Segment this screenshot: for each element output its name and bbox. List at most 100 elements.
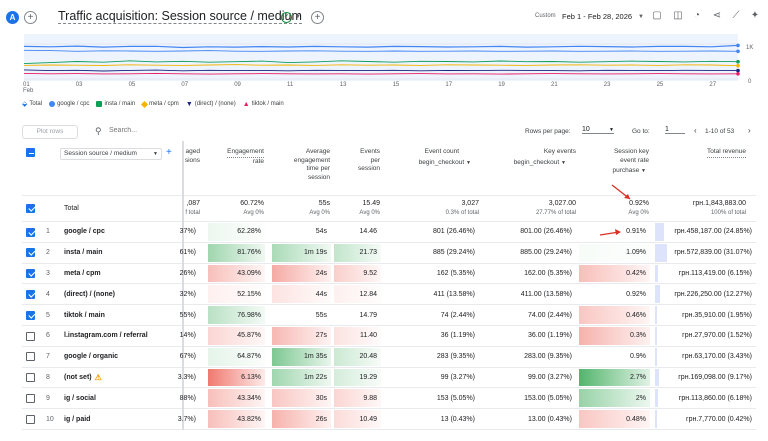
line-chart: 1K 0 01 03 05 07 09 11 13 15 17 19 21 23 25 27 Feb ⬙ T… (0, 34, 768, 124)
header-event-count[interactable]: Event count (424, 148, 459, 155)
table-total-row: Total ,087 f total 60.72% Avg 0% 55s Avg 0%… (22, 196, 756, 222)
row-number: 6 (46, 332, 50, 340)
row-number: 7 (46, 353, 50, 361)
row-dimension[interactable]: ig / social (64, 394, 96, 402)
next-page-button[interactable]: › (748, 126, 751, 135)
share-icon[interactable]: ⋖ (712, 10, 722, 21)
row-dimension[interactable]: ig / paid (64, 415, 91, 423)
legend-item-google-cpc[interactable]: google / cpc (49, 100, 89, 108)
table-row[interactable]: 6 l.instagram.com / referral 14%) 45.87% 27s… (22, 326, 756, 347)
search-input[interactable] (109, 127, 229, 134)
row-checkbox[interactable] (26, 373, 35, 383)
row-number: 2 (46, 249, 50, 257)
select-all-checkbox[interactable] (26, 148, 35, 157)
cell-key-rate: 0.91% (626, 228, 646, 236)
go-to-input[interactable]: 1 (665, 126, 685, 134)
row-dimension[interactable]: insta / main (64, 249, 103, 257)
row-checkbox[interactable] (26, 414, 35, 424)
cell-eng-rate: 81.76% (208, 243, 265, 263)
cell-revenue: грн.7,770.00 (0.42%) (655, 409, 756, 429)
row-dimension[interactable]: (not set) ⚠ (64, 372, 102, 382)
legend-item-meta-cpm[interactable]: meta / cpm (141, 100, 179, 108)
row-dimension[interactable]: meta / cpm (64, 269, 101, 277)
cell-key-events: 153.00 (5.05%) (524, 394, 572, 402)
dimension-select[interactable]: Session source / medium ▼ (60, 148, 162, 160)
table-row[interactable]: 4 (direct) / (none) 32%) 52.15% 44s 12.84 411 … (22, 284, 756, 306)
row-checkbox[interactable] (26, 352, 35, 362)
table-header-row: Session source / medium ▼ + aged sions Eng… (22, 141, 756, 196)
header-avg-engagement-time[interactable]: Average engagement time per session (293, 148, 330, 181)
total-checkbox[interactable] (26, 204, 35, 213)
cell-engaged: 14%) (179, 332, 196, 340)
cell-key-events: 162.00 (5.35%) (524, 269, 572, 277)
legend-item-total[interactable]: ⬙ Total (22, 101, 43, 108)
cell-eng-rate: 45.87% (208, 326, 265, 346)
table-row[interactable]: 8 (not set) ⚠ 3.3%) 6.13% 1m 22s 19.29 99 (3.27… (22, 368, 756, 389)
add-comparison-button[interactable]: + (24, 11, 37, 24)
rows-per-page-select[interactable]: 10 ▼ (582, 126, 614, 134)
page-title[interactable]: Traffic acquisition: Session source / me… (58, 9, 302, 24)
avatar[interactable]: A (6, 11, 19, 24)
edit-report-icon[interactable]: ▢ (652, 10, 662, 21)
legend-item-tiktok-main[interactable]: ▲ tiktok / main (242, 100, 284, 108)
key-events-filter[interactable]: begin_checkout ▼ (513, 159, 566, 166)
row-checkbox[interactable] (26, 310, 35, 320)
series-line-0 (23, 44, 739, 49)
row-checkbox[interactable] (26, 289, 35, 299)
table-row[interactable]: 3 meta / cpm 26%) 43.09% 24s 9.52 162 (5.35%) 1… (22, 264, 756, 285)
legend-item-insta-main[interactable]: insta / main (96, 100, 135, 108)
table-row[interactable]: 1 google / cpc 37%) 62.28% 54s 14.46 801 (26.4… (22, 222, 756, 243)
warning-icon[interactable]: ⚠ (94, 372, 102, 382)
header-engaged-sessions[interactable]: aged sions (184, 148, 200, 164)
row-checkbox[interactable] (26, 269, 35, 279)
cell-event-count: 153 (5.05%) (436, 394, 475, 402)
row-dimension[interactable]: tiktok / main (64, 311, 105, 319)
cell-engaged: 32%) (179, 290, 196, 298)
date-range-picker[interactable]: Feb 1 - Feb 28, 2026 (562, 12, 633, 21)
prev-page-button[interactable]: ‹ (694, 126, 697, 135)
header-total-revenue[interactable]: Total revenue (682, 148, 746, 158)
cell-eng-rate: 43.82% (208, 409, 265, 429)
cell-key-events: 411.00 (13.58%) (520, 290, 572, 298)
table-row[interactable]: 10 ig / paid 3.7%) 43.82% 26s 10.49 13 (0.43%)… (22, 409, 756, 430)
event-count-filter[interactable]: begin_checkout ▼ (418, 159, 471, 166)
table-row[interactable]: 9 ig / social 88%) 43.34% 30s 9.88 153 (5.05%)… (22, 388, 756, 410)
row-checkbox[interactable] (26, 331, 35, 341)
sparkle-icon[interactable]: ✦ (750, 10, 760, 21)
cell-events-per: 14.79 (359, 311, 377, 319)
row-dimension[interactable]: google / cpc (64, 228, 105, 236)
check-circle-icon[interactable]: ✓ (281, 12, 292, 23)
row-dimension[interactable]: google / organic (64, 353, 119, 361)
compare-icon[interactable]: ◫ (673, 10, 683, 21)
cell-event-count: 885 (29.24%) (432, 249, 475, 257)
series-end-marker-3 (736, 63, 740, 68)
header-session-key-event-rate[interactable]: Session key event rate (613, 148, 649, 164)
table-row[interactable]: 5 tiktok / main 55%) 76.98% 55s 14.79 74 (2.44… (22, 305, 756, 326)
row-dimension[interactable]: l.instagram.com / referral (64, 332, 148, 340)
cell-engaged: 3.3%) (177, 373, 196, 381)
go-to-label: Go to: (632, 128, 650, 135)
chevron-down-icon[interactable]: ▼ (295, 14, 301, 20)
header-events-per-session[interactable]: Events per session (357, 148, 380, 172)
table-row[interactable]: 2 insta / main 61%) 81.76% 1m 19s 21.73 885 (2… (22, 243, 756, 264)
cell-key-rate: 2.7% (579, 368, 650, 388)
table-row[interactable]: 7 google / organic 67%) 64.87% 1m 35s 20.48 28… (22, 347, 756, 368)
legend-item-direct-none[interactable]: ▼ (direct) / (none) (185, 100, 236, 108)
row-dimension[interactable]: (direct) / (none) (64, 290, 115, 298)
plot-rows-button[interactable]: Plot rows (22, 125, 78, 139)
key-rate-filter[interactable]: purchase ▼ (612, 167, 646, 174)
insights-icon[interactable]: ◔ (693, 10, 701, 21)
cell-events-per: 21.73 (334, 243, 381, 263)
line-chart-plot (23, 34, 740, 81)
chevron-down-icon[interactable]: ▼ (638, 14, 644, 20)
trend-icon[interactable]: ⟋ (732, 10, 740, 21)
header-engagement-rate[interactable]: Engagement rate (227, 148, 264, 165)
row-checkbox[interactable] (26, 393, 35, 403)
row-number: 1 (46, 228, 50, 236)
row-checkbox[interactable] (26, 227, 35, 237)
add-button[interactable]: + (311, 11, 324, 24)
frozen-column-divider[interactable] (182, 141, 184, 430)
row-checkbox[interactable] (26, 248, 35, 258)
header-key-events[interactable]: Key events (543, 148, 576, 155)
add-dimension-button[interactable]: + (166, 147, 172, 158)
